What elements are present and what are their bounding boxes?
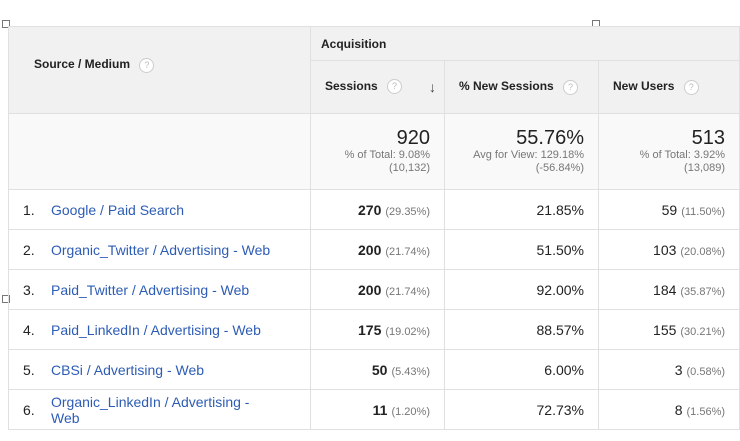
sessions-percent: (21.74%)	[385, 285, 430, 298]
new-users-percent: (20.08%)	[680, 245, 726, 258]
column-header-label: Source / Medium	[34, 57, 131, 72]
new-sessions-value: 72.73%	[444, 389, 599, 430]
column-header-new-sessions[interactable]: % New Sessions ?	[444, 60, 599, 114]
new-sessions-value: 51.50%	[444, 229, 599, 270]
table-row: 1. Google / Paid Search 270 (29.35%) 21.85…	[8, 189, 740, 230]
help-icon[interactable]: ?	[563, 79, 579, 95]
sessions-value: 175	[358, 321, 382, 338]
new-users-percent: (35.87%)	[680, 285, 726, 298]
summary-detail: (10,132)	[389, 162, 430, 174]
column-header-new-users[interactable]: New Users ?	[597, 60, 740, 114]
help-icon[interactable]: ?	[387, 79, 403, 95]
column-header-label: New Users	[613, 79, 675, 94]
row-index: 3.	[23, 281, 35, 298]
new-users-value: 59	[661, 201, 678, 218]
sessions-percent: (5.43%)	[391, 365, 430, 378]
sessions-percent: (1.20%)	[391, 405, 430, 418]
column-group-acquisition: Acquisition	[309, 26, 740, 61]
summary-empty-cell	[8, 113, 311, 190]
new-users-value: 103	[653, 241, 677, 258]
row-index: 4.	[23, 321, 35, 338]
summary-detail: % of Total: 3.92%	[639, 149, 726, 161]
summary-detail: (13,089)	[684, 162, 726, 174]
table-row: 4. Paid_LinkedIn / Advertising - Web 175(…	[8, 309, 740, 350]
report-table: Source / Medium ? Acquisition Sessions ?…	[8, 26, 740, 430]
sessions-percent: (19.02%)	[385, 325, 430, 338]
new-users-value: 8	[674, 401, 683, 418]
sessions-value: 200	[358, 281, 382, 298]
new-sessions-value: 6.00%	[444, 349, 599, 390]
sessions-value: 200	[358, 241, 382, 258]
new-users-percent: (30.21%)	[680, 325, 726, 338]
new-sessions-value: 92.00%	[444, 269, 599, 310]
summary-value: 55.76%	[516, 127, 584, 149]
summary-detail: Avg for View: 129.18%	[473, 149, 584, 161]
new-users-value: 3	[674, 361, 683, 378]
summary-value: 513	[691, 127, 726, 149]
summary-new-users: 513 % of Total: 3.92% (13,089)	[597, 113, 740, 190]
sort-down-icon[interactable]: ↓	[429, 79, 436, 95]
resize-handle-top-left[interactable]	[2, 20, 10, 28]
column-header-source-medium[interactable]: Source / Medium ?	[8, 26, 311, 114]
sessions-value: 270	[358, 201, 382, 218]
new-users-percent: (0.58%)	[686, 365, 726, 378]
source-link[interactable]: Google / Paid Search	[51, 201, 185, 218]
table-row: 3. Paid_Twitter / Advertising - Web 200 (2…	[8, 269, 740, 310]
row-index: 1.	[23, 201, 35, 218]
source-link[interactable]: CBSi / Advertising - Web	[51, 361, 205, 378]
new-users-value: 184	[653, 281, 677, 298]
help-icon[interactable]: ?	[139, 57, 155, 73]
summary-value: 920	[396, 127, 430, 149]
row-index: 5.	[23, 361, 35, 378]
summary-detail: (-56.84%)	[535, 162, 584, 174]
source-link[interactable]: Paid_LinkedIn / Advertising - Web	[51, 321, 261, 338]
summary-row: 920 % of Total: 9.08% (10,132) 55.76% Av…	[8, 113, 740, 190]
source-link[interactable]: Organic_LinkedIn / Advertising - Web	[51, 393, 250, 426]
sessions-value: 11	[372, 401, 388, 418]
new-users-value: 155	[653, 321, 677, 338]
summary-new-sessions: 55.76% Avg for View: 129.18% (-56.84%)	[444, 113, 599, 190]
new-sessions-value: 88.57%	[444, 309, 599, 350]
summary-detail: % of Total: 9.08%	[344, 149, 430, 161]
summary-sessions: 920 % of Total: 9.08% (10,132)	[310, 113, 445, 190]
help-icon[interactable]: ?	[683, 79, 699, 95]
source-link[interactable]: Organic_Twitter / Advertising - Web	[51, 241, 271, 258]
row-index: 2.	[23, 241, 35, 258]
table-row: 5. CBSi / Advertising - Web 50 (5.43%) 6.0…	[8, 349, 740, 390]
sessions-percent: (29.35%)	[385, 205, 430, 218]
new-sessions-value: 21.85%	[444, 189, 599, 230]
table-row: 6. Organic_LinkedIn / Advertising - Web 1…	[8, 389, 740, 430]
sessions-percent: (21.74%)	[385, 245, 430, 258]
source-link[interactable]: Paid_Twitter / Advertising - Web	[51, 281, 250, 298]
column-header-label: % New Sessions	[459, 79, 554, 94]
new-users-percent: (11.50%)	[681, 205, 726, 218]
column-header-sessions[interactable]: Sessions ? ↓	[310, 60, 445, 114]
column-header-label: Sessions	[325, 79, 378, 93]
row-index: 6.	[23, 401, 35, 418]
sessions-value: 50	[371, 361, 388, 378]
new-users-percent: (1.56%)	[686, 405, 726, 418]
table-row: 2. Organic_Twitter / Advertising - Web 20…	[8, 229, 740, 270]
